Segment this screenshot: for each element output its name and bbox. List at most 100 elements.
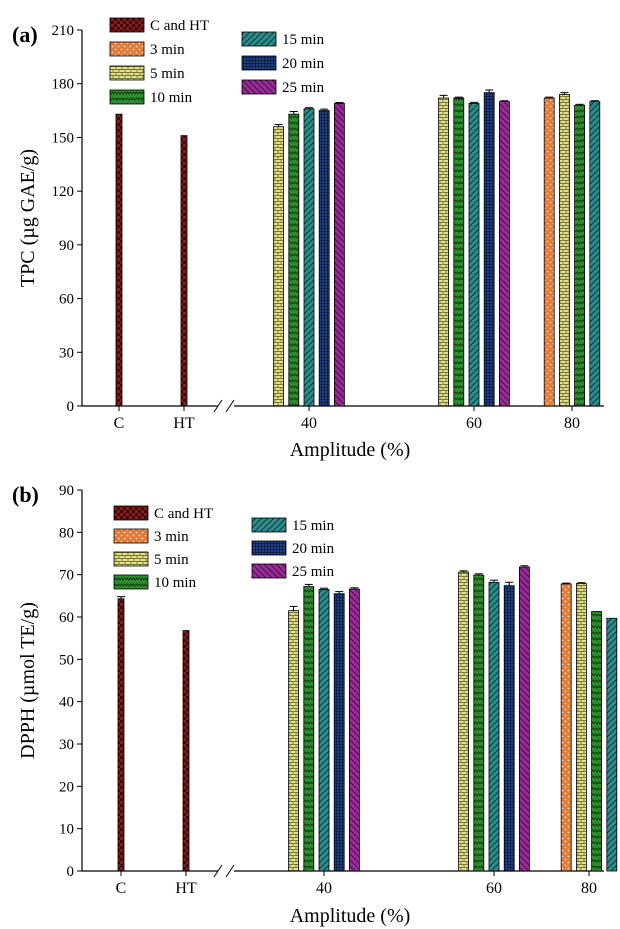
y-tick-label: 30 [59, 737, 74, 753]
bar-15-min-80 [606, 617, 618, 872]
y-tick-label: 60 [59, 292, 74, 308]
panel-a: (a) 0 30 60 90 120 150 180 210 TPC (µg GAE/g) Ampl… [12, 17, 604, 461]
bar-c-and-ht-c [117, 598, 125, 872]
legend-label-c-and-ht: C and HT [154, 506, 213, 522]
y-tick-label: 50 [59, 652, 74, 668]
legend-label-15-min: 15 min [292, 518, 335, 534]
x-tick-label: 80 [564, 415, 580, 432]
legend-swatch-10-min [109, 89, 145, 105]
y-tick-label: 0 [67, 399, 75, 415]
panel-label: (a) [12, 22, 38, 47]
panel-label: (b) [12, 482, 39, 507]
bar-5-min-80 [559, 94, 570, 407]
axis-break-mark [225, 399, 235, 413]
legend-label-3-min: 3 min [150, 42, 185, 58]
bar-25-min-40 [348, 588, 360, 872]
x-tick-label: C [114, 415, 125, 432]
y-tick-label: 90 [59, 483, 74, 499]
axis-break-mark [225, 864, 235, 878]
y-tick-label: 20 [59, 779, 74, 795]
bar-20-min-40 [333, 593, 345, 872]
y-tick-label: 150 [52, 130, 75, 146]
legend-label-15-min: 15 min [282, 32, 325, 48]
x-tick-label: 60 [486, 880, 502, 897]
y-tick-label: 0 [67, 864, 75, 880]
y-tick-label: 70 [59, 568, 74, 584]
y-axis-label: DPPH (µmol TE/g) [17, 602, 39, 759]
legend-swatch-15-min [241, 31, 277, 47]
y-tick-label: 90 [59, 238, 74, 254]
y-tick-label: 60 [59, 610, 74, 626]
y-tick-label: 30 [59, 345, 74, 361]
bar-20-min-60 [503, 585, 515, 872]
legend-swatch-5-min [113, 551, 149, 567]
axis-break-mark [213, 864, 223, 878]
y-tick-label: 120 [52, 184, 75, 200]
x-axis-label: Amplitude (%) [290, 439, 411, 461]
x-tick-label: HT [173, 415, 195, 432]
legend-label-10-min: 10 min [154, 575, 197, 591]
axis-break-mark [213, 399, 223, 413]
legend: C and HT 3 min 5 min 10 min 15 min 20 min 25 m… [109, 17, 325, 106]
legend-label-3-min: 3 min [154, 529, 189, 545]
y-tick-label: 40 [59, 695, 74, 711]
bar-15-min-60 [488, 581, 500, 872]
bar-20-min-40 [318, 110, 330, 407]
x-tick-label: 40 [316, 880, 332, 897]
bar-25-min-60 [519, 566, 530, 872]
y-tick-label: 210 [52, 23, 75, 39]
bar-c-and-ht-ht [182, 630, 190, 872]
bar-5-min-60 [438, 97, 450, 407]
legend: C and HT 3 min 5 min 10 min 15 min 20 min 25 m… [113, 505, 335, 591]
bar-25-min-60 [498, 101, 510, 407]
legend-label-c-and-ht: C and HT [150, 18, 209, 34]
legend-swatch-25-min [241, 79, 277, 95]
x-axis-label: Amplitude (%) [290, 905, 411, 927]
legend-label-5-min: 5 min [150, 66, 185, 82]
legend-label-20-min: 20 min [282, 56, 325, 72]
legend-label-20-min: 20 min [292, 541, 335, 557]
x-tick-label: 60 [466, 415, 482, 432]
legend-swatch-3-min [113, 528, 149, 544]
bar-c-and-ht-c [115, 113, 123, 407]
bar-10-min-60 [453, 97, 465, 407]
bar-15-min-40 [303, 108, 315, 407]
x-tick-label: 80 [581, 880, 597, 897]
bar-10-min-40 [288, 113, 300, 407]
bar-c-and-ht-ht [180, 135, 188, 407]
x-tick-label: 40 [301, 415, 317, 432]
legend-swatch-20-min [251, 540, 287, 556]
bar-20-min-60 [483, 92, 495, 407]
legend-swatch-15-min [251, 517, 287, 533]
bar-10-min-80 [574, 104, 585, 407]
legend-swatch-10-min [113, 574, 149, 590]
legend-swatch-3-min [109, 41, 145, 57]
bar-5-min-60 [458, 571, 470, 872]
panel-b: (b) 0 10 20 30 40 50 60 70 80 90 DPPH (µmol TE/g) Am… [12, 482, 618, 927]
bar-15-min-60 [468, 103, 480, 407]
x-tick-label: C [116, 880, 127, 897]
legend-swatch-c-and-ht [109, 17, 145, 33]
bar-3-min-80 [560, 583, 572, 872]
bar-10-min-60 [473, 574, 485, 872]
bar-15-min-40 [318, 589, 330, 872]
y-axis-label: TPC (µg GAE/g) [17, 149, 39, 287]
x-tick-label: HT [175, 880, 197, 897]
legend-swatch-c-and-ht [113, 505, 149, 521]
legend-swatch-5-min [109, 65, 145, 81]
legend-swatch-20-min [241, 55, 277, 71]
legend-label-25-min: 25 min [292, 564, 335, 580]
legend-label-25-min: 25 min [282, 80, 325, 96]
bar-5-min-40 [288, 610, 300, 872]
bar-5-min-40 [273, 126, 285, 407]
y-tick-label: 10 [59, 822, 74, 838]
bar-15-min-80 [589, 101, 601, 407]
legend-label-10-min: 10 min [150, 90, 193, 106]
bar-10-min-80 [591, 611, 602, 872]
bar-3-min-80 [543, 97, 555, 407]
y-tick-label: 180 [52, 77, 75, 93]
legend-label-5-min: 5 min [154, 552, 189, 568]
legend-swatch-25-min [251, 563, 287, 579]
bar-25-min-40 [333, 103, 345, 407]
